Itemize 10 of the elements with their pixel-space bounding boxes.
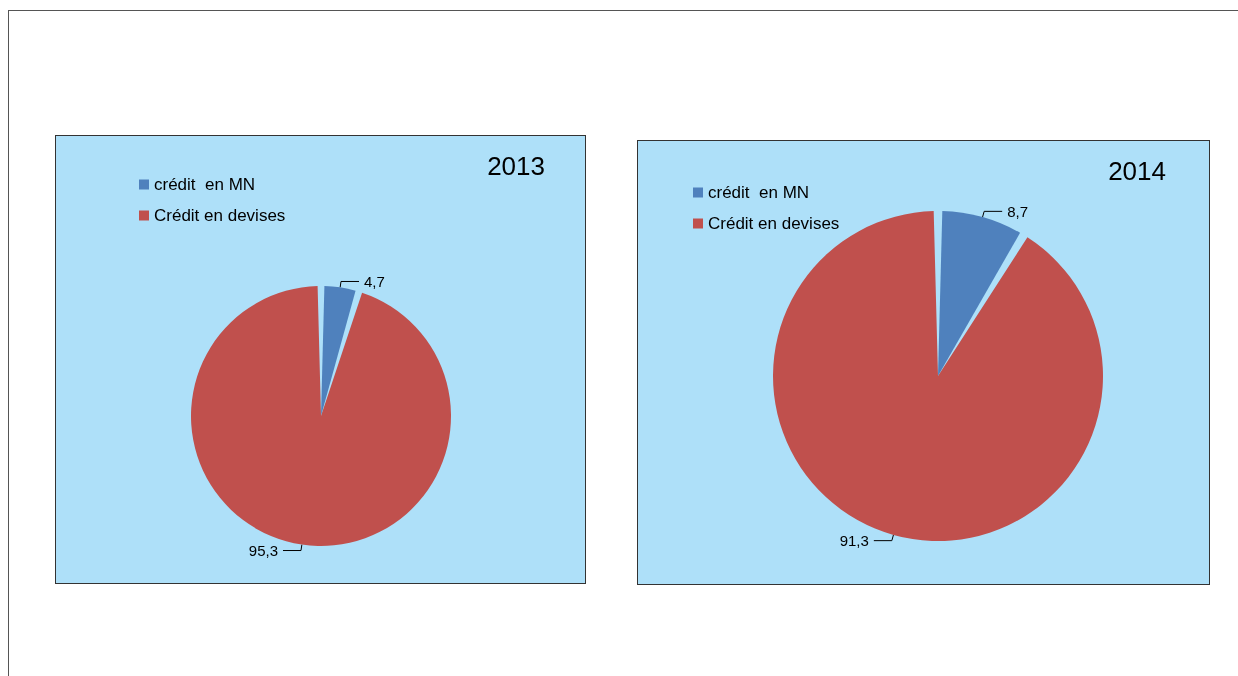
chart-title: 2014 [1108, 156, 1166, 186]
data-label: 91,3 [839, 532, 869, 550]
data-label: 95,3 [248, 542, 278, 560]
legend-label: crédit en MN [154, 175, 256, 194]
legend-label: Crédit en devises [708, 214, 840, 233]
text: 2013 [487, 151, 545, 181]
data-label: 8,7 [1007, 202, 1029, 220]
data-label: 4,7 [364, 272, 385, 290]
legend-label: crédit en MN [708, 183, 810, 202]
legend-label: Crédit en devises [154, 206, 286, 225]
